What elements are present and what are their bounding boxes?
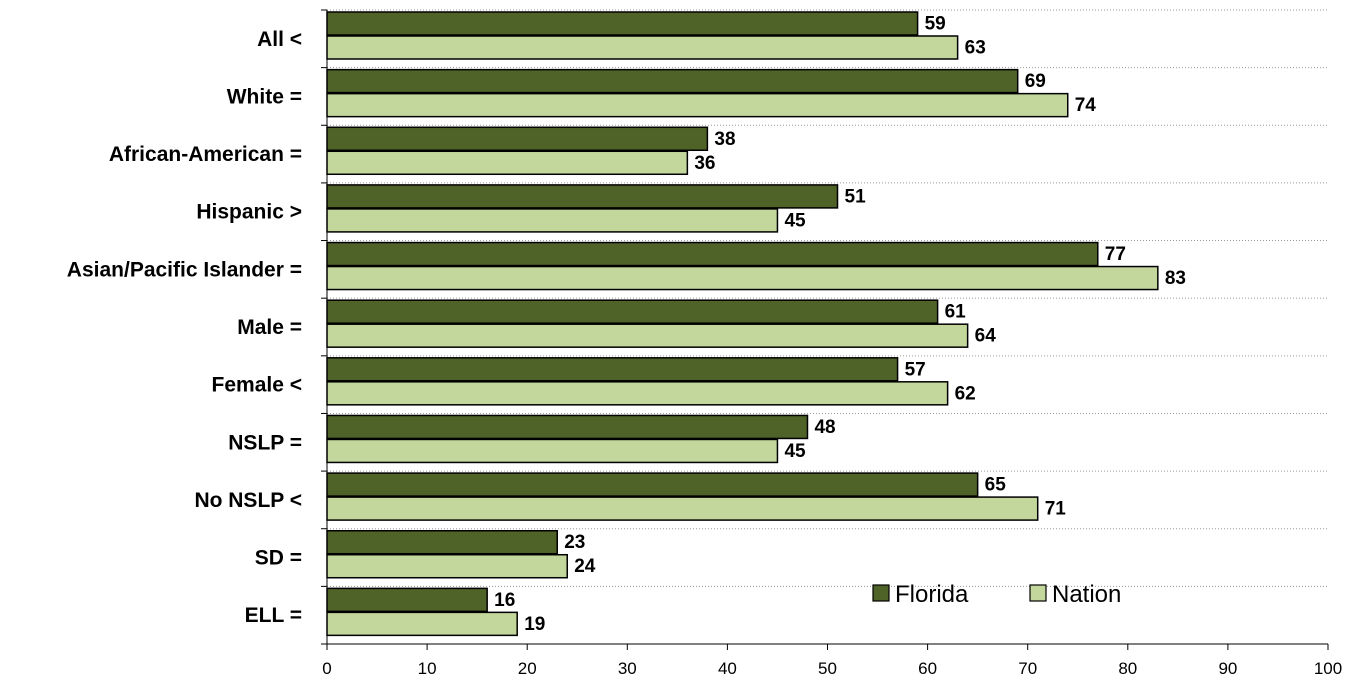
value-label-florida: 61 bbox=[945, 302, 967, 323]
value-labels: 59 63 69 74 38 36 51 45 77 83 61 64 57 62 48 45 65 71 23 24… bbox=[494, 14, 1186, 635]
category-label: African-American = bbox=[109, 143, 302, 166]
bar-florida bbox=[326, 529, 558, 555]
x-tick-label: 70 bbox=[1018, 659, 1037, 678]
value-label-florida: 57 bbox=[905, 359, 926, 380]
value-label-nation: 64 bbox=[975, 326, 997, 347]
value-label-nation: 24 bbox=[574, 556, 596, 577]
x-tick-label: 50 bbox=[818, 659, 837, 678]
value-label-nation: 83 bbox=[1165, 268, 1186, 289]
x-tick-label: 100 bbox=[1314, 659, 1342, 678]
bar-florida bbox=[326, 126, 709, 152]
bar-nation bbox=[326, 35, 959, 60]
category-label: Asian/Pacific Islander = bbox=[67, 258, 302, 281]
bar-florida bbox=[326, 68, 1019, 94]
category-labels: All < White = African-American = Hispanic >… bbox=[67, 28, 302, 627]
x-tick-labels: 0 10 20 30 40 50 60 70 80 90 100 bbox=[322, 659, 1342, 678]
category-label: Female < bbox=[212, 374, 302, 397]
bar-florida bbox=[326, 414, 809, 440]
bar-nation bbox=[326, 611, 518, 637]
value-label-florida: 59 bbox=[925, 14, 946, 35]
bar-nation bbox=[326, 438, 779, 464]
bar-nation bbox=[326, 265, 1159, 291]
value-label-nation: 45 bbox=[784, 210, 806, 231]
bar-nation bbox=[326, 150, 689, 176]
category-label: Hispanic > bbox=[196, 201, 302, 224]
legend: Florida Nation bbox=[872, 581, 1121, 608]
bar-florida bbox=[326, 587, 488, 613]
x-tick-label: 40 bbox=[718, 659, 737, 678]
bar-florida bbox=[326, 357, 899, 382]
category-label: White = bbox=[227, 85, 302, 108]
value-label-nation: 36 bbox=[694, 153, 715, 174]
value-label-nation: 63 bbox=[965, 38, 986, 59]
category-label: ELL = bbox=[245, 604, 302, 627]
x-tick-label: 60 bbox=[918, 659, 937, 678]
x-tick-label: 30 bbox=[618, 659, 637, 678]
category-label: Male = bbox=[237, 316, 302, 339]
value-label-nation: 19 bbox=[524, 614, 545, 635]
bar-florida bbox=[326, 299, 939, 324]
category-label: SD = bbox=[255, 547, 302, 570]
value-label-florida: 77 bbox=[1105, 244, 1126, 265]
value-label-nation: 62 bbox=[955, 383, 976, 404]
category-label: NSLP = bbox=[228, 431, 302, 454]
axes bbox=[321, 9, 1329, 650]
value-label-nation: 45 bbox=[784, 441, 806, 462]
value-label-florida: 23 bbox=[564, 532, 585, 553]
category-label: No NSLP < bbox=[194, 489, 302, 512]
x-tick-label: 0 bbox=[322, 659, 331, 678]
bar-nation bbox=[326, 92, 1069, 118]
bar-florida bbox=[326, 184, 839, 209]
legend-label-florida: Florida bbox=[895, 581, 969, 608]
bar-nation bbox=[326, 323, 969, 348]
bars bbox=[326, 11, 1159, 637]
legend-swatch-florida bbox=[872, 584, 890, 602]
value-label-florida: 38 bbox=[714, 129, 735, 150]
bar-nation bbox=[326, 553, 568, 579]
value-label-florida: 69 bbox=[1025, 71, 1046, 92]
value-label-florida: 65 bbox=[985, 475, 1007, 496]
bar-florida bbox=[326, 11, 919, 36]
x-tick-label: 20 bbox=[518, 659, 537, 678]
bar-florida bbox=[326, 472, 979, 497]
bar-florida bbox=[326, 241, 1099, 267]
x-tick-label: 10 bbox=[418, 659, 437, 678]
value-label-florida: 16 bbox=[494, 590, 515, 611]
legend-label-nation: Nation bbox=[1052, 581, 1121, 608]
value-label-nation: 71 bbox=[1045, 499, 1067, 520]
value-label-nation: 74 bbox=[1075, 95, 1097, 116]
x-tick-label: 80 bbox=[1118, 659, 1137, 678]
value-label-florida: 51 bbox=[845, 186, 867, 207]
legend-swatch-nation bbox=[1029, 584, 1047, 602]
bar-nation bbox=[326, 208, 779, 233]
x-tick-label: 90 bbox=[1218, 659, 1237, 678]
bar-nation bbox=[326, 381, 949, 406]
category-label: All < bbox=[257, 28, 302, 51]
bar-nation bbox=[326, 496, 1039, 521]
value-label-florida: 48 bbox=[814, 417, 835, 438]
